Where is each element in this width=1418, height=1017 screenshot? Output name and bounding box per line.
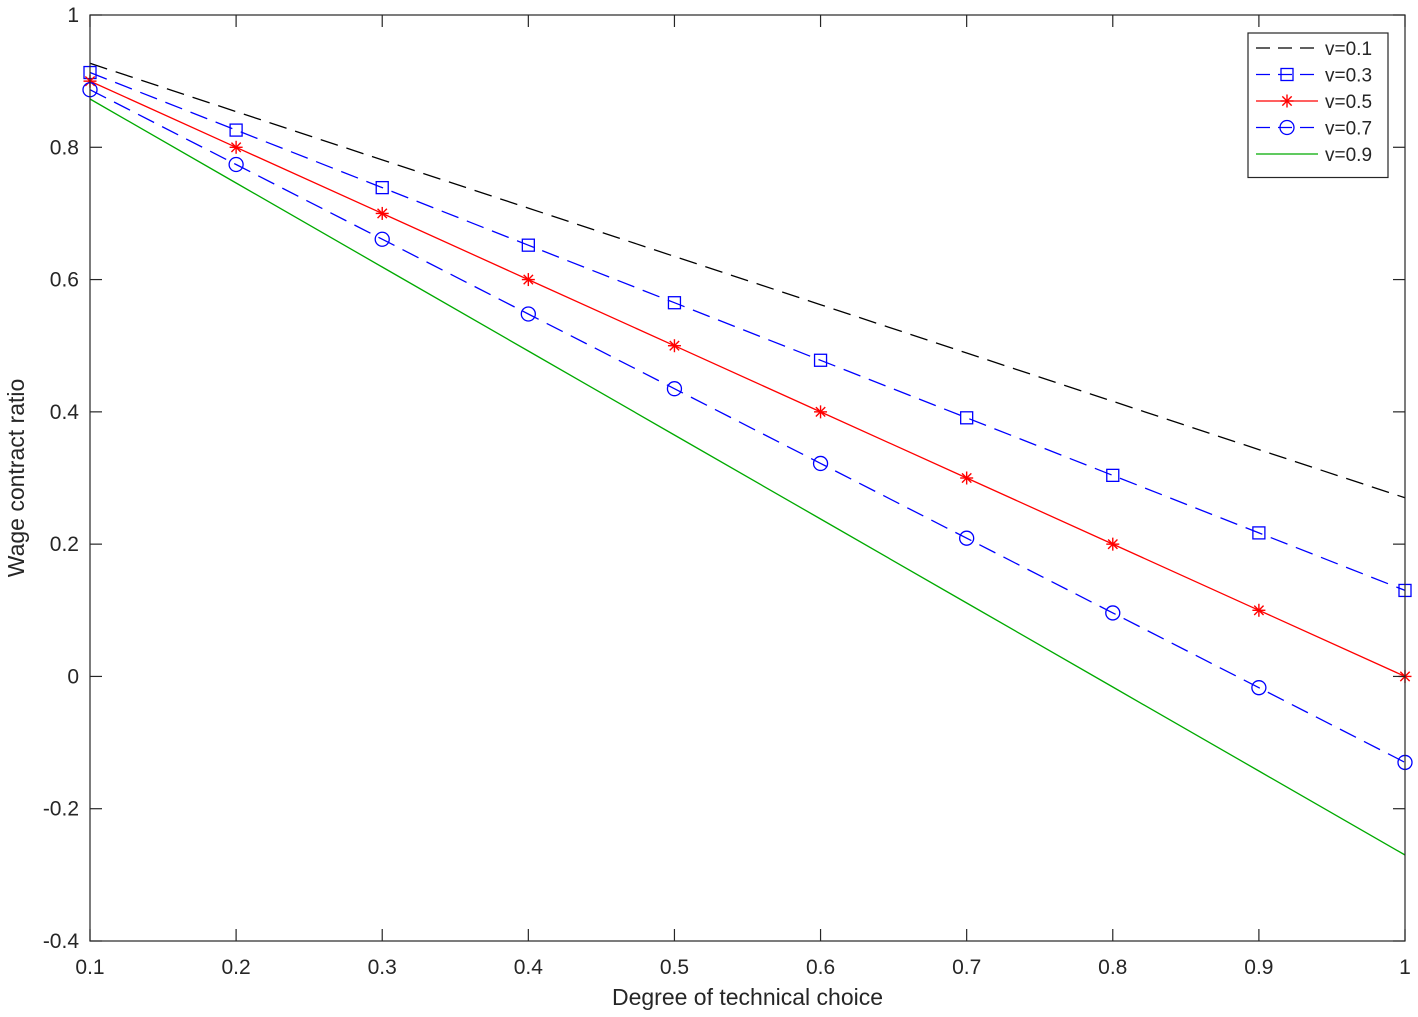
data-point (813, 353, 828, 367)
legend-item: v=0.5 (1256, 92, 1372, 113)
x-tick-label: 0.5 (660, 956, 689, 979)
legend-label: v=0.3 (1325, 66, 1372, 87)
data-point (667, 339, 681, 353)
data-point (1106, 468, 1120, 483)
legend-marker (1279, 119, 1295, 136)
y-tick-label: -0.4 (43, 930, 80, 953)
y-tick-label: 0.6 (50, 269, 79, 292)
data-point (375, 206, 389, 220)
data-point (228, 156, 244, 173)
data-point (814, 405, 828, 419)
ticks-layer: 0.1 0.2 0.3 0.4 0.5 0.6 0.7 0.8 0.9 1 -0.4 -0.2 0 0.2… (43, 4, 1411, 979)
data-point (521, 273, 535, 287)
x-tick-label: 0.7 (952, 956, 981, 979)
x-tick-label: 0.6 (806, 956, 835, 979)
data-point (521, 238, 535, 252)
x-tick-label: 0.9 (1244, 956, 1273, 979)
data-point (229, 140, 243, 154)
legend-item: v=0.1 (1256, 39, 1372, 60)
y-tick-label: 0.2 (50, 533, 79, 556)
x-tick-label: 0.8 (1098, 956, 1127, 979)
series-line (89, 71, 1406, 592)
series-v=0.9 (89, 98, 1406, 856)
data-point (667, 296, 682, 310)
y-tick-label: -0.2 (43, 798, 79, 821)
series-v=0.5 (83, 74, 1412, 683)
series-line (89, 80, 1406, 677)
x-axis-label: Degree of technical choice (612, 984, 883, 1010)
x-tick-label: 0.2 (222, 956, 251, 979)
legend-label: v=0.9 (1325, 145, 1372, 166)
data-point (1251, 680, 1267, 696)
x-tick-label: 0.1 (75, 956, 104, 979)
legend-label: v=0.5 (1325, 92, 1372, 113)
legend-marker (1280, 94, 1294, 108)
data-point (1252, 526, 1266, 540)
legend-label: v=0.1 (1325, 39, 1372, 60)
series-line (89, 98, 1406, 856)
series-line (89, 89, 1406, 763)
data-point (520, 306, 536, 322)
data-point (960, 411, 974, 425)
legend-marker (1280, 67, 1294, 82)
data-point (1106, 537, 1120, 551)
y-tick-label: 1 (67, 4, 79, 27)
data-point (375, 180, 389, 195)
y-tick-label: 0 (67, 665, 79, 688)
data-point (1252, 603, 1266, 617)
plot-frame (89, 14, 1406, 942)
legend-item: v=0.9 (1256, 145, 1372, 166)
x-tick-label: 0.3 (368, 956, 397, 979)
y-tick-label: 0.4 (50, 401, 80, 424)
series-layer (82, 62, 1413, 856)
x-tick-label: 1 (1399, 956, 1411, 979)
data-point (1105, 605, 1121, 621)
data-point (959, 530, 975, 546)
legend-label: v=0.7 (1325, 119, 1372, 140)
data-point (374, 231, 390, 247)
data-point (812, 455, 829, 472)
y-axis-label: Wage contract ratio (3, 379, 29, 578)
legend-item: v=0.7 (1256, 119, 1372, 140)
series-v=0.3 (83, 65, 1412, 598)
data-point (960, 471, 974, 485)
data-point (229, 123, 243, 137)
data-point (666, 381, 683, 397)
x-tick-label: 0.4 (514, 956, 544, 979)
y-tick-label: 0.8 (50, 136, 79, 159)
series-v=0.1 (89, 62, 1406, 499)
legend-item: v=0.3 (1256, 66, 1372, 87)
plot-area (90, 15, 1405, 941)
series-line (89, 62, 1406, 499)
legend: v=0.1 v=0.3 v=0.5 v=0.7 v=0.9 (1247, 32, 1389, 179)
series-v=0.7 (82, 82, 1413, 771)
